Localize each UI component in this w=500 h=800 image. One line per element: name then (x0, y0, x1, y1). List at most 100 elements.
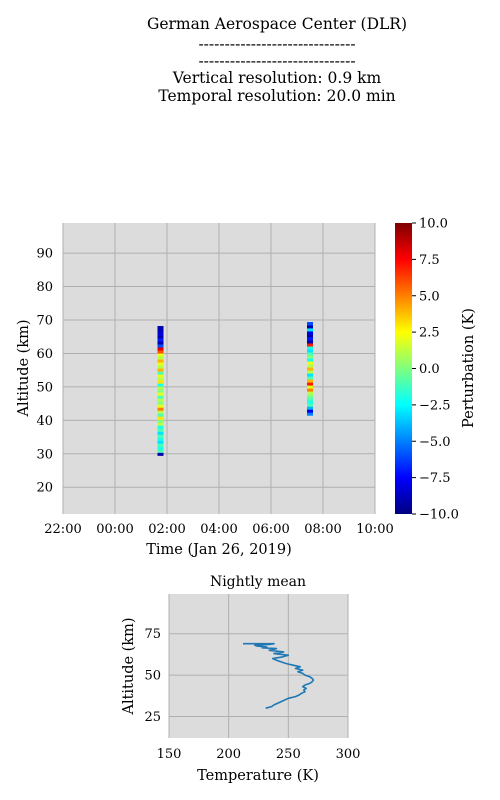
heatmap-cells (157, 322, 313, 456)
x-tick-label: 00:00 (96, 522, 133, 537)
heatmap-x-axis-label: Time (Jan 26, 2019) (146, 542, 292, 558)
y-tick-label: 40 (36, 414, 53, 429)
heatmap-cell (157, 362, 164, 366)
heatmap-cell (157, 377, 164, 381)
heatmap-cell (307, 412, 313, 416)
heatmap-cell (157, 383, 164, 387)
x-tick-label: 10:00 (356, 522, 393, 537)
heatmap-cell (307, 400, 313, 404)
heatmap-cell (307, 367, 313, 371)
y-tick-label: 50 (36, 380, 53, 395)
heatmap-cell (157, 401, 164, 405)
heatmap-cell (157, 341, 164, 345)
heatmap-cell (307, 340, 313, 344)
x-tick-label: 22:00 (44, 522, 81, 537)
heatmap-cell (157, 338, 164, 342)
heatmap-cell (157, 347, 164, 351)
heatmap-cell (307, 346, 313, 350)
x-tick-label: 250 (276, 747, 301, 762)
nightly-mean-x-tick-labels: 150 200 250 300 (157, 747, 361, 762)
colorbar-tick-label: 5.0 (419, 289, 440, 304)
y-tick-label: 30 (36, 447, 53, 462)
heatmap-cell (157, 335, 164, 339)
x-tick-label: 300 (336, 747, 361, 762)
heatmap-cell (157, 443, 164, 447)
heatmap-cell (157, 413, 164, 417)
heatmap-cell (307, 391, 313, 395)
heatmap-cell (157, 431, 164, 435)
nightly-mean-title: Nightly mean (210, 574, 306, 590)
nightly-mean-y-axis-label: Altitude (km) (121, 617, 137, 715)
heatmap-cell (307, 403, 313, 407)
heatmap-x-tick-labels: 22:00 00:00 02:00 04:00 06:00 08:00 10:00 (44, 522, 393, 537)
y-tick-label: 50 (144, 669, 161, 684)
heatmap-gridlines (62, 223, 376, 514)
heatmap-cell (307, 397, 313, 401)
heatmap-cell (307, 373, 313, 377)
heatmap-cell (307, 325, 313, 329)
x-tick-label: 200 (216, 747, 241, 762)
heatmap-cell (157, 371, 164, 375)
heatmap-cell (157, 428, 164, 432)
heatmap-cell (157, 368, 164, 372)
heatmap-cell (307, 343, 313, 347)
heatmap-cell (157, 410, 164, 414)
colorbar-tick-labels: 10.0 7.5 5.0 2.5 0.0 −2.5 −5.0 −7.5 −10.0 (412, 217, 459, 523)
heatmap-cell (307, 328, 313, 332)
heatmap-cell (157, 425, 164, 429)
heatmap-cell (157, 449, 164, 453)
heatmap-cell (307, 364, 313, 368)
heatmap-cell (307, 379, 313, 383)
heatmap-cell (157, 356, 164, 360)
heatmap-cell (157, 407, 164, 411)
heatmap-cell (307, 376, 313, 380)
heatmap-cell (157, 404, 164, 408)
heatmap-cell (307, 388, 313, 392)
colorbar-tick-label: −7.5 (419, 471, 451, 486)
y-tick-label: 20 (36, 481, 53, 496)
heatmap-cell (157, 380, 164, 384)
colorbar-tick-label: 0.0 (419, 362, 440, 377)
colorbar-tick-label: −10.0 (419, 508, 459, 523)
colorbar-tick-label: 2.5 (419, 326, 440, 341)
colorbar-tick-label: 10.0 (419, 217, 448, 232)
heatmap-y-axis-label: Altitude (km) (16, 319, 32, 417)
heatmap-cell (157, 419, 164, 423)
colorbar-tick-label: −2.5 (419, 398, 451, 413)
nightly-mean-x-axis-label: Temperature (K) (197, 768, 319, 784)
header-dashes-1: ------------------------------ (198, 35, 356, 53)
heatmap-cell (157, 452, 164, 456)
heatmap-cell (307, 406, 313, 410)
heatmap-cell (307, 385, 313, 389)
y-tick-label: 90 (36, 247, 53, 262)
heatmap-cell (307, 322, 313, 326)
header-dashes-2: ------------------------------ (198, 52, 356, 70)
heatmap-cell (307, 337, 313, 341)
heatmap-cell (307, 382, 313, 386)
heatmap-cell (157, 332, 164, 336)
heatmap-cell (157, 395, 164, 399)
heatmap-cell (307, 331, 313, 335)
temperature-profile-line (243, 642, 315, 709)
heatmap-cell (157, 344, 164, 348)
heatmap-cell (307, 361, 313, 365)
heatmap-cell (157, 446, 164, 450)
x-tick-label: 06:00 (252, 522, 289, 537)
colorbar-label: Perturbation (K) (461, 308, 477, 428)
heatmap-cell (157, 326, 164, 330)
heatmap-cell (157, 437, 164, 441)
heatmap-cell (157, 374, 164, 378)
y-tick-label: 75 (144, 627, 161, 642)
heatmap-cell (307, 409, 313, 413)
y-tick-label: 60 (36, 347, 53, 362)
y-tick-label: 25 (144, 710, 161, 725)
header-temporal-resolution: Temporal resolution: 20.0 min (158, 87, 396, 105)
heatmap-cell (157, 434, 164, 438)
heatmap-cell (307, 355, 313, 359)
heatmap-cell (307, 370, 313, 374)
x-tick-label: 02:00 (148, 522, 185, 537)
heatmap-cell (157, 416, 164, 420)
heatmap-cell (157, 392, 164, 396)
nightly-mean-y-tick-labels: 25 50 75 (144, 627, 161, 725)
header-vertical-resolution: Vertical resolution: 0.9 km (172, 69, 382, 87)
